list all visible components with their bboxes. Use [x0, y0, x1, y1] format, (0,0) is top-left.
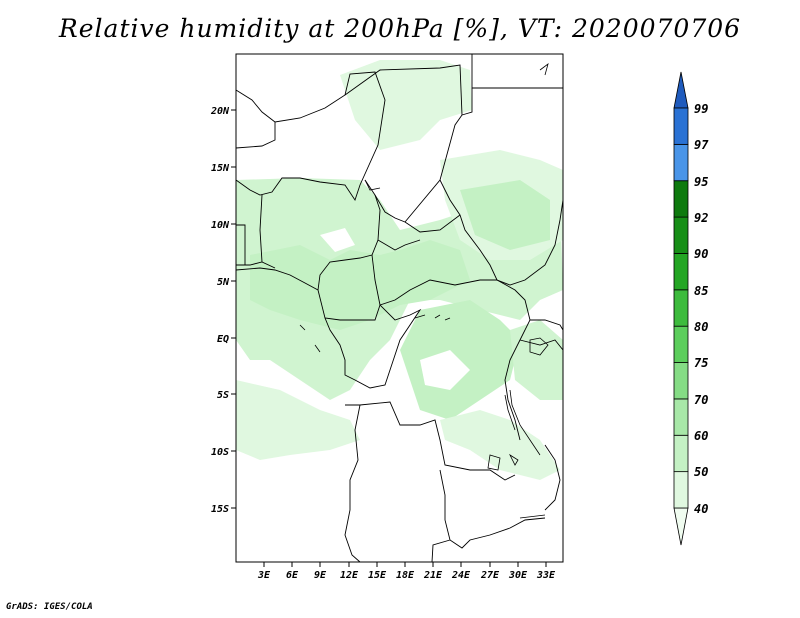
colorbar-label: 92	[694, 211, 708, 225]
colorbar-box	[673, 471, 689, 509]
colorbar-label: 60	[694, 429, 708, 443]
colorbar-box	[673, 180, 689, 218]
colorbar-label: 50	[694, 465, 708, 479]
lon-label: 27E	[480, 570, 500, 581]
colorbar-label: 90	[694, 247, 708, 261]
colorbar-label: 80	[694, 320, 708, 334]
lat-label: 5N	[217, 277, 230, 288]
axis-ticks	[231, 109, 547, 567]
chart-title: Relative humidity at 200hPa [%], VT: 202…	[58, 14, 742, 43]
lon-label: 33E	[536, 570, 556, 581]
lat-label: EQ	[217, 334, 229, 345]
lakes-and-rivers	[299, 62, 549, 519]
lat-label: 20N	[210, 106, 230, 117]
colorbar: 99 97 95 92 90 85 80 75 70 60 50 40	[673, 71, 709, 546]
colorbar-top-arrow	[673, 71, 689, 109]
colorbar-label: 70	[694, 393, 708, 407]
humidity-shading	[236, 60, 563, 480]
lat-label: 5S	[217, 390, 229, 401]
lon-label: 18E	[396, 570, 415, 581]
lat-label: 15S	[211, 504, 229, 515]
lon-label: 6E	[286, 570, 299, 581]
grads-credit: GrADS: IGES/COLA	[6, 602, 93, 612]
map-frame	[235, 53, 564, 563]
lat-label: 15N	[211, 163, 230, 174]
lon-label: 21E	[423, 570, 443, 581]
lon-label: 9E	[314, 570, 327, 581]
lon-label: 3E	[257, 570, 271, 581]
lat-label: 10N	[211, 220, 230, 231]
colorbar-box	[673, 107, 689, 145]
colorbar-box	[673, 253, 689, 291]
longitude-labels: 3E 6E 9E 12E 15E 18E 21E 24E 27E 30E 33E	[257, 570, 556, 581]
lon-label: 12E	[340, 570, 359, 581]
colorbar-box	[673, 325, 689, 363]
colorbar-box	[673, 143, 689, 182]
colorbar-label: 97	[694, 138, 709, 152]
colorbar-label: 40	[694, 502, 708, 516]
colorbar-bottom-arrow	[673, 507, 689, 546]
lon-label: 24E	[451, 570, 471, 581]
colorbar-box	[673, 362, 689, 400]
lon-label: 30E	[508, 570, 528, 581]
colorbar-label: 95	[694, 175, 708, 189]
lat-label: 10S	[211, 447, 229, 458]
colorbar-box	[673, 434, 689, 473]
latitude-labels: 20N 15N 10N 5N EQ 5S 10S 15S	[210, 106, 230, 515]
colorbar-label: 85	[694, 284, 708, 298]
colorbar-label: 75	[694, 356, 708, 370]
colorbar-box	[673, 289, 689, 327]
colorbar-label: 99	[694, 102, 708, 116]
colorbar-box	[673, 398, 689, 436]
colorbar-box	[673, 216, 689, 254]
lon-label: 15E	[368, 570, 387, 581]
country-borders	[235, 54, 564, 563]
